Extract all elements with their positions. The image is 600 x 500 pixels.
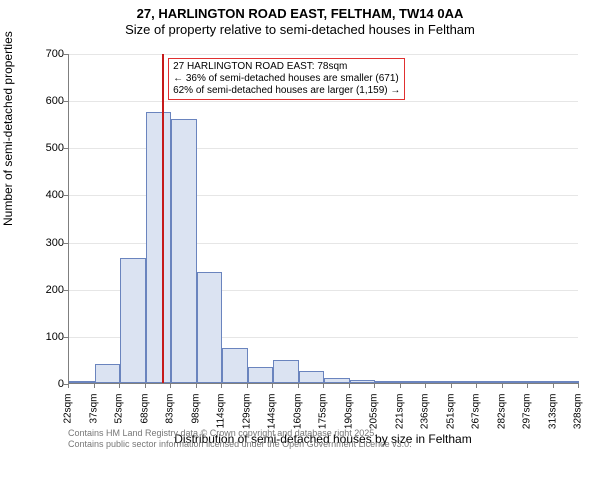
x-tick-label: 251sqm <box>445 394 456 438</box>
attribution-footer: Contains HM Land Registry data © Crown c… <box>68 428 412 450</box>
histogram-bar <box>299 371 325 383</box>
chart-container: Number of semi-detached properties 27 HA… <box>0 44 600 454</box>
x-tick-mark <box>502 383 503 388</box>
histogram-bar <box>426 381 452 383</box>
x-tick-mark <box>94 383 95 388</box>
x-tick-mark <box>298 383 299 388</box>
x-tick-mark <box>476 383 477 388</box>
histogram-bar <box>248 367 274 384</box>
histogram-bar <box>197 272 223 383</box>
x-tick-mark <box>196 383 197 388</box>
x-tick-mark <box>272 383 273 388</box>
histogram-bar <box>503 381 529 383</box>
x-tick-label: 313sqm <box>547 394 558 438</box>
x-tick-mark <box>425 383 426 388</box>
histogram-bar <box>222 348 248 383</box>
x-tick-mark <box>119 383 120 388</box>
x-tick-mark <box>553 383 554 388</box>
y-tick-mark <box>63 195 68 196</box>
histogram-bar <box>350 380 376 383</box>
annotation-line: ← 36% of semi-detached houses are smalle… <box>173 73 400 85</box>
histogram-bar <box>554 381 580 383</box>
x-tick-label: 328sqm <box>573 394 584 438</box>
chart-title-main: 27, HARLINGTON ROAD EAST, FELTHAM, TW14 … <box>0 6 600 22</box>
histogram-bar <box>375 381 401 383</box>
histogram-bar <box>146 112 172 383</box>
y-tick-label: 0 <box>24 378 64 390</box>
y-tick-label: 300 <box>24 237 64 249</box>
y-tick-mark <box>63 148 68 149</box>
histogram-bar <box>273 360 299 383</box>
histogram-bar <box>401 381 427 383</box>
annotation-line: 27 HARLINGTON ROAD EAST: 78sqm <box>173 61 400 73</box>
y-tick-label: 100 <box>24 331 64 343</box>
y-tick-label: 500 <box>24 142 64 154</box>
x-tick-mark <box>145 383 146 388</box>
x-tick-mark <box>221 383 222 388</box>
y-tick-mark <box>63 243 68 244</box>
histogram-bar <box>452 381 478 383</box>
x-tick-label: 267sqm <box>471 394 482 438</box>
gridline <box>69 101 578 102</box>
gridline <box>69 54 578 55</box>
x-tick-mark <box>578 383 579 388</box>
histogram-bar <box>477 381 503 383</box>
x-tick-mark <box>247 383 248 388</box>
chart-title-block: 27, HARLINGTON ROAD EAST, FELTHAM, TW14 … <box>0 0 600 39</box>
y-axis-label: Number of semi-detached properties <box>1 31 15 226</box>
x-tick-mark <box>323 383 324 388</box>
x-tick-mark <box>451 383 452 388</box>
annotation-line: 62% of semi-detached houses are larger (… <box>173 85 400 97</box>
chart-title-sub: Size of property relative to semi-detach… <box>0 22 600 38</box>
histogram-bar <box>324 378 350 383</box>
x-tick-mark <box>349 383 350 388</box>
y-tick-mark <box>63 101 68 102</box>
y-tick-label: 700 <box>24 48 64 60</box>
y-tick-label: 600 <box>24 95 64 107</box>
x-tick-mark <box>400 383 401 388</box>
y-tick-mark <box>63 290 68 291</box>
x-tick-mark <box>170 383 171 388</box>
histogram-bar <box>95 364 121 383</box>
y-tick-label: 400 <box>24 189 64 201</box>
annotation-box: 27 HARLINGTON ROAD EAST: 78sqm← 36% of s… <box>168 58 405 100</box>
footer-line-2: Contains public sector information licen… <box>68 439 412 450</box>
histogram-bar <box>528 381 554 383</box>
footer-line-1: Contains HM Land Registry data © Crown c… <box>68 428 412 439</box>
x-tick-mark <box>68 383 69 388</box>
y-tick-mark <box>63 54 68 55</box>
histogram-bar <box>120 258 146 383</box>
property-marker-line <box>162 54 164 383</box>
x-tick-label: 282sqm <box>496 394 507 438</box>
x-tick-mark <box>374 383 375 388</box>
y-tick-mark <box>63 337 68 338</box>
plot-area: 27 HARLINGTON ROAD EAST: 78sqm← 36% of s… <box>68 54 578 384</box>
histogram-bar <box>171 119 197 383</box>
y-tick-label: 200 <box>24 284 64 296</box>
histogram-bar <box>69 381 95 383</box>
x-tick-label: 297sqm <box>522 394 533 438</box>
x-tick-mark <box>527 383 528 388</box>
x-tick-label: 236sqm <box>420 394 431 438</box>
